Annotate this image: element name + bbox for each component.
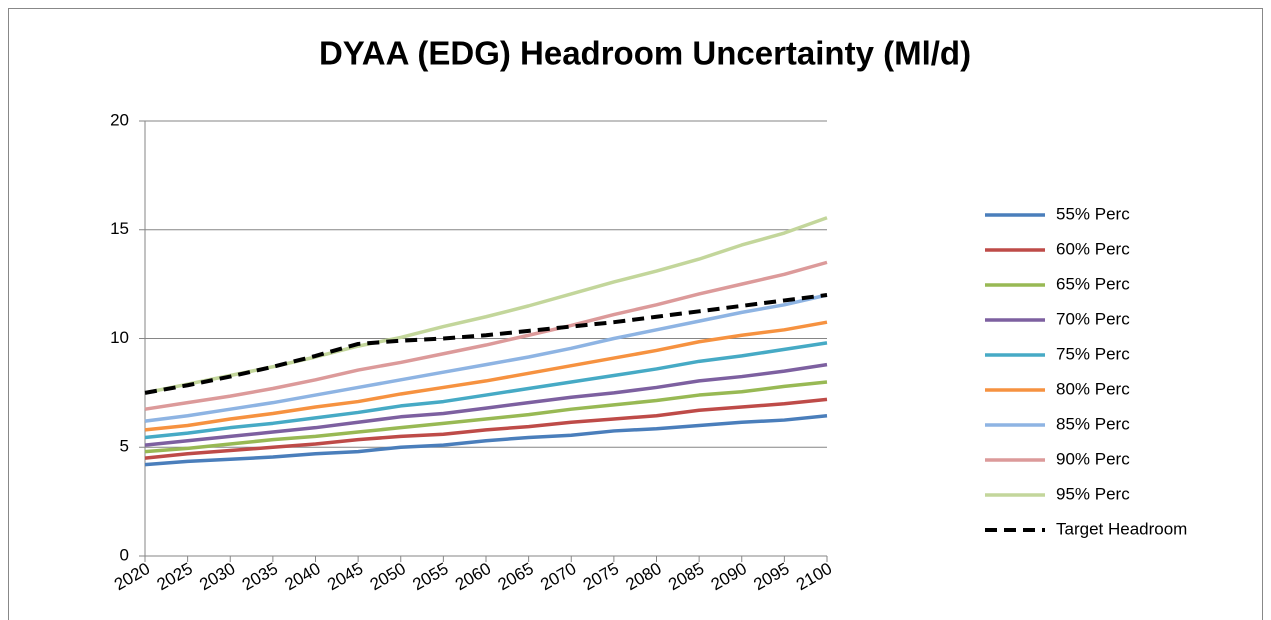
x-tick-label: 2025	[154, 559, 196, 594]
chart-frame	[8, 8, 1263, 620]
series-line	[144, 413, 828, 467]
series-line	[144, 260, 828, 411]
legend-label: Target Headroom	[1056, 519, 1187, 538]
legend-label: 90% Perc	[1056, 449, 1130, 468]
x-tick-label: 2100	[793, 559, 835, 594]
x-tick-label: 2075	[580, 559, 622, 594]
x-tick-label: 2065	[495, 559, 537, 594]
y-tick-label: 15	[110, 219, 129, 238]
x-tick-label: 2020	[111, 559, 153, 594]
x-tick-label: 2035	[239, 559, 281, 594]
legend-label: 70% Perc	[1056, 309, 1130, 328]
x-tick-label: 2080	[622, 559, 664, 594]
series-line	[144, 397, 828, 460]
series-line	[144, 341, 828, 440]
x-tick-label: 2060	[452, 559, 494, 594]
series-line	[144, 362, 828, 447]
legend-label: 65% Perc	[1056, 274, 1130, 293]
series-line	[144, 293, 828, 395]
y-tick-label: 5	[120, 437, 129, 456]
y-tick-label: 0	[120, 545, 129, 564]
series-line	[144, 216, 828, 395]
x-tick-label: 2040	[281, 559, 323, 594]
legend-label: 80% Perc	[1056, 379, 1130, 398]
x-tick-label: 2055	[409, 559, 451, 594]
x-tick-label: 2095	[750, 559, 792, 594]
series-line	[144, 293, 828, 423]
y-tick-label: 10	[110, 328, 129, 347]
x-tick-label: 2050	[367, 559, 409, 594]
legend-label: 55% Perc	[1056, 204, 1130, 223]
series-line	[144, 380, 828, 454]
legend-label: 75% Perc	[1056, 344, 1130, 363]
x-tick-label: 2045	[324, 559, 366, 594]
x-tick-label: 2085	[665, 559, 707, 594]
legend-label: 95% Perc	[1056, 484, 1130, 503]
x-tick-label: 2090	[708, 559, 750, 594]
x-tick-label: 2030	[196, 559, 238, 594]
x-tick-label: 2070	[537, 559, 579, 594]
y-tick-label: 20	[110, 110, 129, 129]
series-line	[144, 320, 828, 432]
chart-title: DYAA (EDG) Headroom Uncertainty (Ml/d)	[319, 35, 971, 72]
legend-label: 60% Perc	[1056, 239, 1130, 258]
legend-label: 85% Perc	[1056, 414, 1130, 433]
